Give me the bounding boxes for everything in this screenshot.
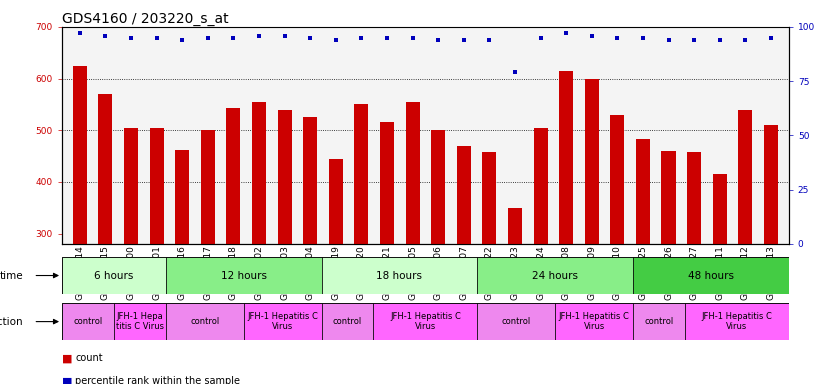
Point: [278, 33, 292, 39]
Text: control: control: [190, 317, 220, 326]
Point: [738, 37, 752, 43]
Bar: [62, 303, 114, 340]
Bar: [534, 127, 548, 244]
Text: GDS4160 / 203220_s_at: GDS4160 / 203220_s_at: [62, 12, 229, 26]
Bar: [98, 94, 112, 244]
Text: control: control: [333, 317, 362, 326]
Point: [457, 37, 470, 43]
Point: [534, 35, 547, 41]
Text: JFH-1 Hepatitis C
Virus: JFH-1 Hepatitis C Virus: [390, 312, 461, 331]
Bar: [244, 303, 321, 340]
Text: control: control: [501, 317, 531, 326]
Text: time: time: [0, 270, 23, 281]
Point: [687, 37, 700, 43]
Point: [431, 37, 444, 43]
Bar: [482, 152, 496, 244]
Text: ■: ■: [62, 353, 73, 363]
Point: [713, 37, 726, 43]
Bar: [373, 303, 477, 340]
Text: percentile rank within the sample: percentile rank within the sample: [75, 376, 240, 384]
Point: [355, 35, 368, 41]
Bar: [175, 150, 189, 244]
Point: [559, 30, 572, 36]
Bar: [508, 208, 522, 244]
Bar: [321, 257, 477, 294]
Bar: [62, 257, 166, 294]
Point: [202, 35, 215, 41]
Bar: [477, 303, 555, 340]
Bar: [738, 109, 752, 244]
Bar: [406, 102, 420, 244]
Bar: [329, 159, 343, 244]
Point: [227, 35, 240, 41]
Bar: [201, 130, 215, 244]
Bar: [713, 174, 727, 244]
Point: [662, 37, 675, 43]
Bar: [764, 125, 778, 244]
Text: JFH-1 Hepatitis C
Virus: JFH-1 Hepatitis C Virus: [247, 312, 318, 331]
Bar: [610, 115, 624, 244]
Bar: [73, 66, 87, 244]
Point: [636, 35, 649, 41]
Point: [150, 35, 164, 41]
Point: [482, 37, 496, 43]
Bar: [636, 139, 650, 244]
Point: [330, 37, 343, 43]
Text: control: control: [74, 317, 102, 326]
Bar: [278, 109, 292, 244]
Bar: [226, 109, 240, 244]
Bar: [431, 130, 445, 244]
Text: 48 hours: 48 hours: [688, 270, 734, 281]
Text: JFH-1 Hepatitis C
Virus: JFH-1 Hepatitis C Virus: [558, 312, 629, 331]
Bar: [685, 303, 789, 340]
Bar: [633, 303, 685, 340]
Point: [764, 35, 777, 41]
Text: count: count: [75, 353, 102, 363]
Point: [253, 33, 266, 39]
Bar: [166, 257, 321, 294]
Bar: [166, 303, 244, 340]
Point: [125, 35, 138, 41]
Point: [406, 35, 420, 41]
Point: [74, 30, 87, 36]
Point: [99, 33, 112, 39]
Bar: [303, 117, 317, 244]
Point: [381, 35, 394, 41]
Bar: [150, 127, 164, 244]
Text: control: control: [644, 317, 674, 326]
Point: [610, 35, 624, 41]
Bar: [457, 146, 471, 244]
Bar: [477, 257, 633, 294]
Bar: [124, 127, 138, 244]
Point: [176, 37, 189, 43]
Text: 18 hours: 18 hours: [377, 270, 422, 281]
Bar: [555, 303, 633, 340]
Text: JFH-1 Hepa
titis C Virus: JFH-1 Hepa titis C Virus: [116, 312, 164, 331]
Point: [304, 35, 317, 41]
Point: [508, 70, 521, 76]
Bar: [559, 71, 573, 244]
Text: ■: ■: [62, 376, 73, 384]
Text: 12 hours: 12 hours: [221, 270, 267, 281]
Text: 6 hours: 6 hours: [94, 270, 134, 281]
Bar: [633, 257, 789, 294]
Bar: [252, 102, 266, 244]
Bar: [662, 151, 676, 244]
Bar: [687, 152, 701, 244]
Bar: [114, 303, 166, 340]
Text: infection: infection: [0, 316, 23, 327]
Text: JFH-1 Hepatitis C
Virus: JFH-1 Hepatitis C Virus: [701, 312, 772, 331]
Bar: [380, 122, 394, 244]
Point: [585, 33, 598, 39]
Bar: [354, 104, 368, 244]
Bar: [585, 79, 599, 244]
Bar: [321, 303, 373, 340]
Text: 24 hours: 24 hours: [532, 270, 578, 281]
